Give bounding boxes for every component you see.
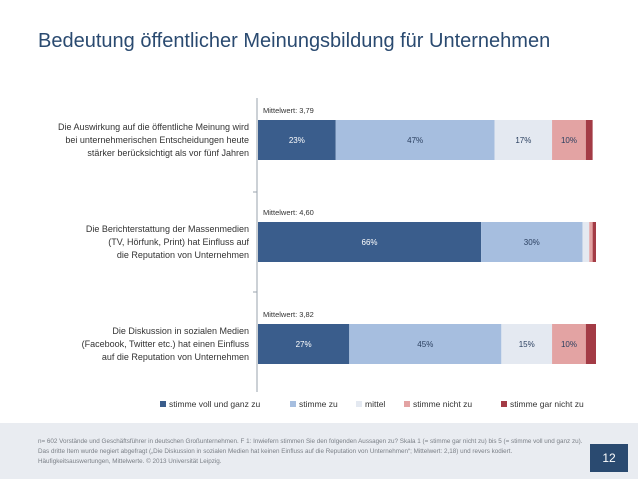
bar-2-mittel (582, 222, 590, 262)
data-label-2-2: 30% (524, 238, 540, 247)
bar-3-stimme-gar-nicht-zu (585, 324, 596, 364)
legend-swatch-5 (501, 401, 507, 407)
bar-1-stimme-nicht-zu (552, 120, 586, 160)
bar-3-mittel (501, 324, 553, 364)
legend-swatch-2 (290, 401, 296, 407)
data-label-1-3: 17% (515, 136, 531, 145)
bar-2-stimme-nicht-zu (589, 222, 593, 262)
legend-label-2: stimme zu (299, 399, 338, 409)
page-number: 12 (590, 444, 628, 472)
bar-3-stimme-voll-und-ganz-zu (258, 324, 350, 364)
category-label-1-line-1: Die Auswirkung auf die öffentliche Meinu… (58, 122, 249, 132)
bar-1-mittel (494, 120, 553, 160)
category-label-1-line-3: stärker berücksichtigt als vor fünf Jahr… (87, 148, 249, 158)
footnote: n= 602 Vorstände und Geschäftsführer in … (38, 438, 583, 465)
bar-1-stimme-zu (335, 120, 495, 160)
mean-label-3: Mittelwert: 3,82 (263, 310, 314, 319)
stacked-bar-chart: Die Auswirkung auf die öffentliche Meinu… (58, 98, 596, 409)
data-label-3-4: 10% (561, 340, 577, 349)
category-label-2-line-2: (TV, Hörfunk, Print) hat Einfluss auf (108, 237, 249, 247)
footer-band (0, 423, 638, 479)
bar-2-stimme-gar-nicht-zu (592, 222, 596, 262)
page-title: Bedeutung öffentlicher Meinungsbildung f… (38, 30, 551, 52)
category-label-3-line-1: Die Diskussion in sozialen Medien (112, 326, 249, 336)
data-label-1-1: 23% (289, 136, 305, 145)
data-label-1-4: 10% (561, 136, 577, 145)
bar-2-stimme-zu (481, 222, 583, 262)
legend-label-4: stimme nicht zu (413, 399, 472, 409)
bar-3-stimme-nicht-zu (552, 324, 586, 364)
category-label-3-line-2: (Facebook, Twitter etc.) hat einen Einfl… (82, 339, 250, 349)
bar-1-stimme-gar-nicht-zu (585, 120, 593, 160)
data-label-1-2: 47% (407, 136, 423, 145)
mean-label-1: Mittelwert: 3,79 (263, 106, 314, 115)
legend-label-1: stimme voll und ganz zu (169, 399, 260, 409)
data-label-3-3: 15% (519, 340, 535, 349)
data-label-3-2: 45% (417, 340, 433, 349)
category-label-2-line-3: die Reputation von Unternehmen (117, 250, 249, 260)
bar-3-stimme-zu (349, 324, 502, 364)
legend-swatch-3 (356, 401, 362, 407)
legend-label-3: mittel (365, 399, 385, 409)
legend-swatch-1 (160, 401, 166, 407)
bar-1-stimme-voll-und-ganz-zu (258, 120, 336, 160)
category-label-2-line-1: Die Berichterstattung der Massenmedien (86, 224, 249, 234)
bar-2-stimme-voll-und-ganz-zu (258, 222, 482, 262)
category-label-3-line-3: auf die Reputation von Unternehmen (102, 352, 249, 362)
legend-label-5: stimme gar nicht zu (510, 399, 584, 409)
mean-label-2: Mittelwert: 4,60 (263, 208, 314, 217)
data-label-2-1: 66% (362, 238, 378, 247)
legend-swatch-4 (404, 401, 410, 407)
category-label-1-line-2: bei unternehmerischen Entscheidungen heu… (65, 135, 249, 145)
data-label-3-1: 27% (296, 340, 312, 349)
